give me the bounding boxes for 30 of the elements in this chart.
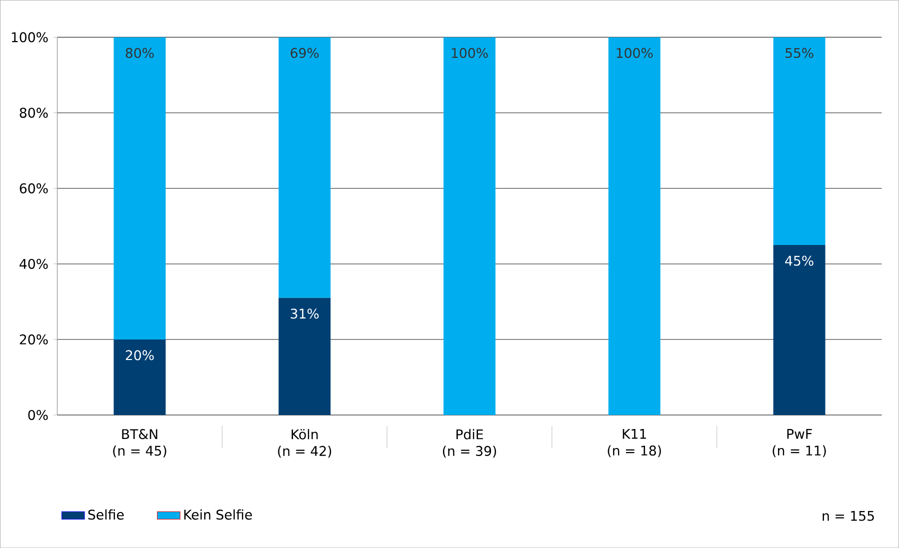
bar — [608, 37, 660, 415]
y-tick-label: 0% — [28, 410, 48, 420]
y-tick-label: 20% — [20, 334, 48, 344]
bar — [444, 37, 496, 415]
bar — [278, 298, 331, 415]
x-tick-label: BT&N (n = 45) — [113, 428, 166, 458]
y-tick-label: 100% — [12, 32, 48, 42]
bar — [278, 37, 331, 298]
legend-label: Selfie — [88, 509, 124, 520]
y-tick-label: 40% — [20, 258, 48, 269]
x-tick-label: Köln (n = 42) — [278, 428, 332, 458]
bar — [773, 244, 826, 415]
text: n = 155 — [822, 510, 874, 521]
data-label: 100% — [616, 48, 653, 58]
x-tick-label: PwF (n = 11) — [772, 428, 826, 458]
data-label: 45% — [785, 256, 814, 266]
data-label: 80% — [126, 48, 154, 58]
x-tick-label: K11 (n = 18) — [608, 428, 661, 458]
data-label: 20% — [126, 350, 154, 360]
x-tick-label: PdiE (n = 39) — [442, 428, 496, 458]
legend-label: Kein Selfie — [184, 509, 252, 520]
data-label: 69% — [290, 48, 319, 58]
bar — [114, 339, 166, 415]
data-label: 100% — [452, 48, 488, 58]
y-tick-label: 60% — [20, 183, 48, 194]
y-tick-label: 80% — [20, 108, 48, 118]
data-label: 31% — [290, 308, 319, 319]
bar — [773, 37, 826, 245]
bar — [114, 37, 166, 340]
data-label: 55% — [786, 48, 814, 58]
